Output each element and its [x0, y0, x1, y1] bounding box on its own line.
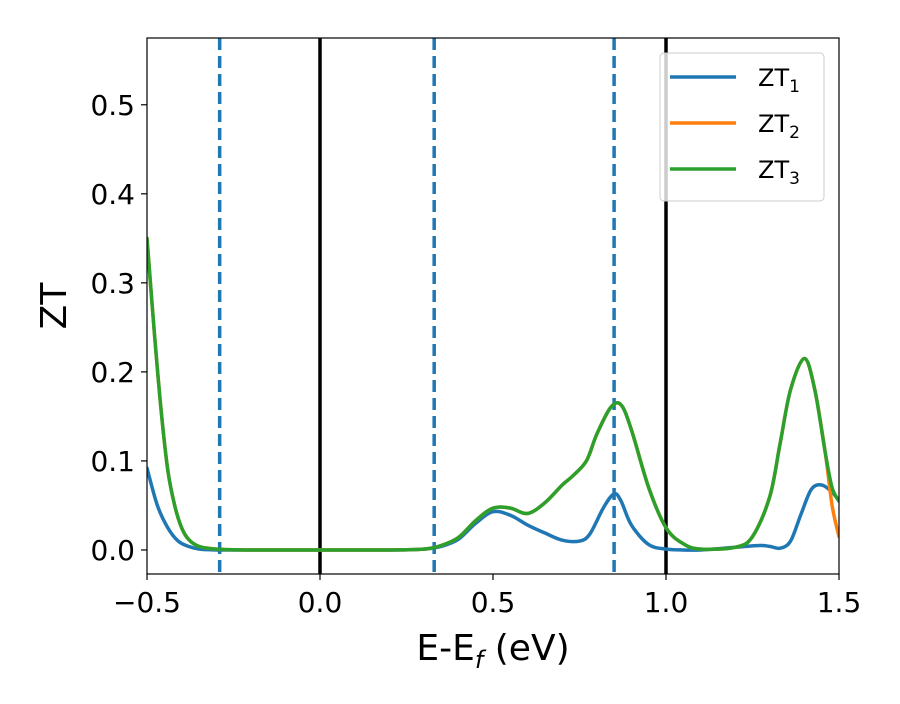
- series-line-zt3: [147, 236, 839, 552]
- legend-label-zt3: ZT3: [758, 156, 800, 189]
- y-tick-label: 0.5: [90, 89, 135, 122]
- legend-label-zt2: ZT2: [758, 110, 800, 143]
- y-tick-label: 0.2: [90, 356, 135, 389]
- x-axis-ticks: −0.5 0.0 0.5 1.0 1.5: [113, 574, 861, 619]
- x-tick-label: −0.5: [113, 586, 181, 619]
- y-tick-label: 0.0: [90, 534, 135, 567]
- x-axis-label-unit: (eV): [483, 628, 569, 669]
- legend-box: [659, 52, 825, 202]
- y-axis-label: ZT: [34, 282, 75, 330]
- y-tick-label: 0.3: [90, 267, 135, 300]
- x-tick-label: 1.5: [817, 586, 862, 619]
- x-axis-label: E-Ef (eV): [416, 628, 569, 674]
- legend: ZT1 ZT2 ZT3: [659, 52, 825, 202]
- y-tick-label: 0.4: [90, 178, 135, 211]
- x-tick-label: 0.5: [471, 586, 516, 619]
- series-lines: [147, 236, 839, 552]
- x-axis-label-main: E-E: [416, 628, 474, 669]
- y-axis-ticks: 0.0 0.1 0.2 0.3 0.4 0.5: [90, 89, 147, 567]
- y-tick-label: 0.1: [90, 445, 135, 478]
- legend-label-zt1: ZT1: [758, 64, 800, 97]
- x-tick-label: 1.0: [644, 586, 689, 619]
- x-tick-label: 0.0: [298, 586, 343, 619]
